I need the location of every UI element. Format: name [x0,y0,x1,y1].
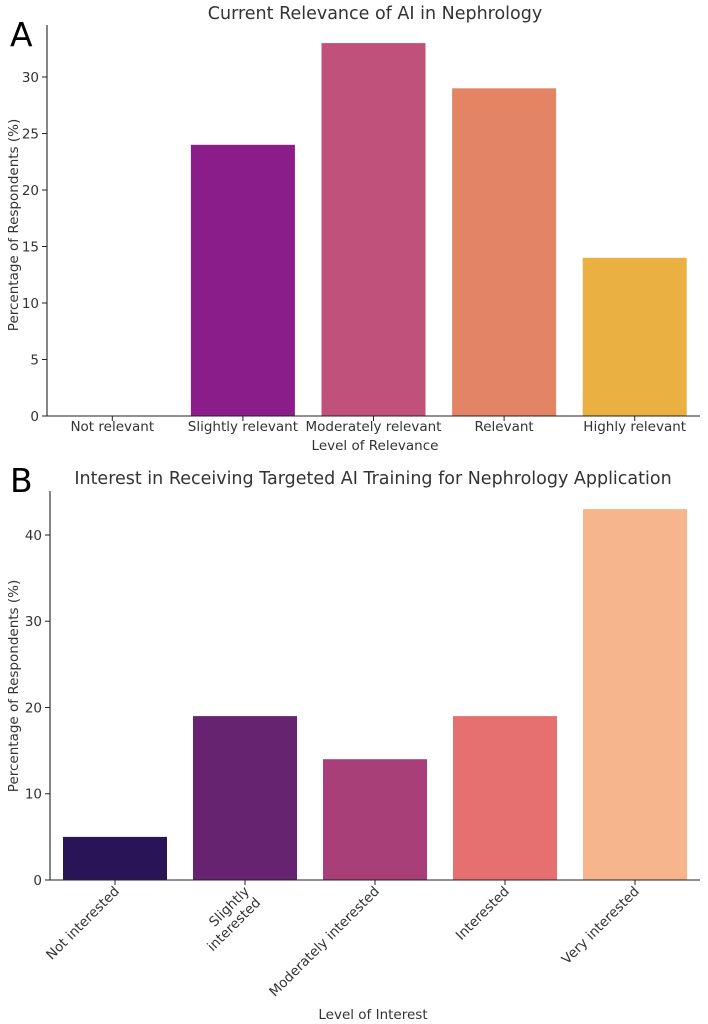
chart-b-ytick-label-3: 30 [25,614,42,630]
chart-b-xtick-label-3: Interested [453,884,513,944]
chart-a-ytick-label-2: 10 [22,296,39,312]
chart-b-bar-1 [193,716,297,880]
panel-label-a: A [10,15,33,54]
chart-b-xlabel: Level of Interest [318,1007,427,1023]
chart-a-plot: 0 5 10 15 20 25 30 Not relevant Slightly relevan… [22,25,700,435]
chart-a-ytick-label-0: 0 [30,409,39,425]
chart-a-bar-1 [190,144,295,417]
chart-a-bar-3 [452,88,557,417]
chart-b-ytick-label-1: 10 [25,787,42,803]
chart-a-xtick-label-0: Not relevant [70,419,154,435]
chart-a-ylabel: Percentage of Respondents (%) [6,119,22,331]
chart-b-bar-4 [583,509,687,880]
chart-b-xtick-label-1: Slightlyinterested [193,884,264,955]
chart-a-bar-4 [582,257,687,416]
chart-a-title: Current Relevance of AI in Nephrology [208,4,542,24]
panel-label-b: B [10,461,33,500]
chart-a-xtick-label-1: Slightly relevant [188,419,298,435]
chart-a-bar-2 [321,43,426,416]
chart-a-xtick-label-4: Highly relevant [583,419,686,435]
chart-a-xtick-label-3: Relevant [474,419,533,435]
chart-b-ytick-label-0: 0 [33,873,42,889]
chart-b-xtick-label-4: Very interested [559,884,643,968]
chart-a-xlabel: Level of Relevance [312,438,439,454]
chart-b-bar-3 [453,716,557,880]
chart-b-ytick-label-2: 20 [25,700,42,716]
chart-b-ytick-label-4: 40 [25,528,42,544]
chart-b-bar-0 [63,836,167,880]
chart-b-xtick-label-2: Moderately interested [266,884,383,1001]
chart-b-ylabel: Percentage of Respondents (%) [6,580,22,792]
chart-a-xtick-label-2: Moderately relevant [306,419,442,435]
chart-b-bar-2 [323,759,427,880]
chart-a-ytick-label-4: 20 [22,183,39,199]
chart-b-xtick-label-0: Not interested [43,884,123,964]
chart-a-ytick-label-5: 25 [22,126,39,142]
chart-b-title: Interest in Receiving Targeted AI Traini… [74,469,671,489]
chart-b-plot: 0 10 20 30 40 Not interested Slightlyintereste… [25,491,700,1000]
chart-a-ytick-label-3: 15 [22,239,39,255]
chart-a-ytick-label-1: 5 [30,352,39,368]
chart-a-ytick-label-6: 30 [22,70,39,86]
